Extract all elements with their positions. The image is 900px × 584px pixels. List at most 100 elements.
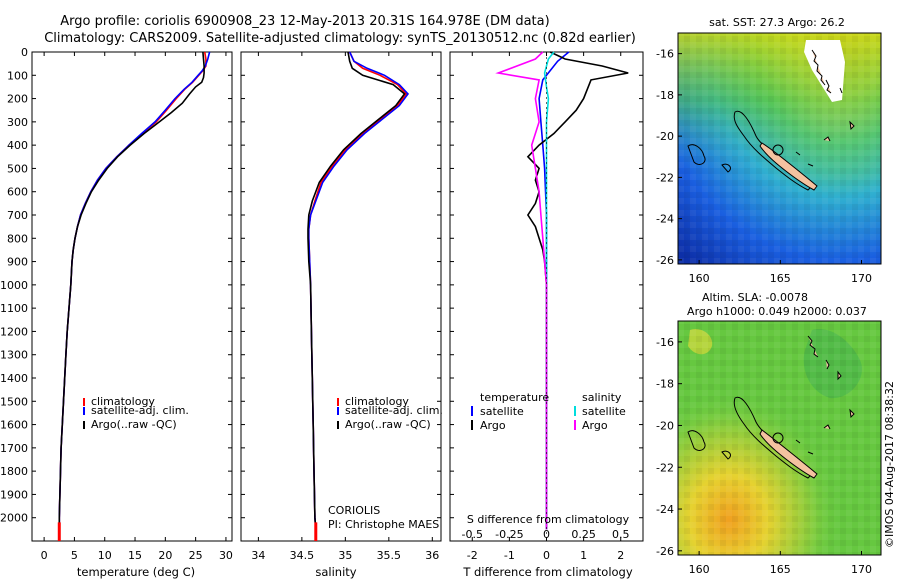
sst-map-frame <box>677 32 882 265</box>
x-tick-label: 34.5 <box>290 549 315 562</box>
depth-tick-label: 400 <box>7 139 28 152</box>
legend-sal-argo: Argo <box>582 419 608 432</box>
temperature-legend: climatology satellite-adj. clim. Argo(..… <box>83 395 189 431</box>
lat-tick-label: -22 <box>656 461 674 474</box>
pi-label: PI: Christophe MAES <box>328 518 439 531</box>
difference-series <box>495 51 629 541</box>
series-line-satellite-adj-clim <box>308 51 410 530</box>
lat-tick-label: -16 <box>656 48 674 61</box>
sla-vanuatu-islands <box>807 335 842 381</box>
depth-tick-label: 800 <box>7 232 28 245</box>
lat-tick-label: -26 <box>656 254 674 267</box>
depth-tick-label: 900 <box>7 256 28 269</box>
salinity-ticks: 34 34.5 35 35.5 36 <box>251 52 439 562</box>
sla-argo-location-marker <box>772 432 784 444</box>
difference-ticks: -2 -1 0 1 2 -0.5 -0.25 0 0.25 0.5 <box>462 52 630 562</box>
difference-legend: temperature satellite Argo salinity sate… <box>471 391 626 432</box>
t-difference-label: T difference from climatology <box>462 565 633 579</box>
sla-map-texture <box>678 321 881 555</box>
lon-tick-label: 170 <box>851 563 872 576</box>
x-tick-label: 36 <box>425 549 439 562</box>
depth-tick-label: 1300 <box>0 349 28 362</box>
lat-tick-label: -26 <box>656 545 674 558</box>
institution-label: CORIOLIS <box>328 504 380 517</box>
salinity-legend: climatology satellite-adj. clim. Argo(..… <box>337 395 443 431</box>
legend-satellite: satellite-adj. clim. <box>91 404 189 417</box>
x-tick-label: 34 <box>251 549 265 562</box>
sla-lon-ticks: 160 165 170 <box>689 551 872 576</box>
x-tick-label: -1 <box>504 549 515 562</box>
sla-title-1: Altim. SLA: -0.0078 <box>702 291 808 304</box>
depth-tick-label: 1100 <box>0 302 28 315</box>
depth-ticks: 0 100 200 300 400 500 600 700 800 900 1000 1100 1200… <box>0 46 232 525</box>
s-diff-tick-label: 0.25 <box>571 528 596 541</box>
depth-tick-label: 0 <box>21 46 28 59</box>
series-line-argo-raw-qc <box>58 51 205 530</box>
sla-map-panel: Altim. SLA: -0.0078 Argo h1000: 0.049 h2… <box>656 291 882 576</box>
lat-tick-label: -24 <box>656 503 674 516</box>
lon-tick-label: 160 <box>689 272 710 285</box>
depth-tick-label: 1600 <box>0 419 28 432</box>
depth-tick-label: 1700 <box>0 442 28 455</box>
legend-climatology: climatology <box>345 395 409 408</box>
lat-tick-label: -24 <box>656 213 674 226</box>
series-line-argo-raw-qc <box>307 51 406 530</box>
depth-tick-label: 500 <box>7 162 28 175</box>
salinity-xlabel: salinity <box>315 565 356 579</box>
salinity-series <box>307 51 410 541</box>
temperature-axes-frame <box>31 51 233 542</box>
sst-argo-location-marker <box>772 144 784 156</box>
x-tick-label: 20 <box>158 549 172 562</box>
series-line-temperature-argo <box>526 51 629 530</box>
temperature-ticks: 0 5 10 15 20 25 30 <box>41 52 233 562</box>
depth-tick-label: 600 <box>7 186 28 199</box>
depth-tick-label: 700 <box>7 209 28 222</box>
lon-tick-label: 170 <box>851 272 872 285</box>
salinity-depth-ticks <box>241 51 441 519</box>
legend-temp-argo: Argo <box>480 419 506 432</box>
x-tick-label: 5 <box>71 549 78 562</box>
depth-tick-label: 1000 <box>0 279 28 292</box>
series-line-climatology <box>308 51 408 530</box>
x-tick-label: 0 <box>41 549 48 562</box>
legend-argo: Argo(..raw -QC) <box>91 418 177 431</box>
lon-tick-label: 165 <box>770 563 791 576</box>
depth-tick-label: 1900 <box>0 488 28 501</box>
series-line-climatology <box>58 51 207 530</box>
x-tick-label: 25 <box>189 549 203 562</box>
x-tick-label: 0 <box>543 549 550 562</box>
temperature-panel: 0100200300400500600700800900100011001200… <box>0 46 233 579</box>
s-diff-tick-label: -0.25 <box>495 528 523 541</box>
sst-map-texture <box>678 33 881 264</box>
s-diff-tick-label: 0.5 <box>612 528 630 541</box>
title-line-2: Climatology: CARS2009. Satellite-adjuste… <box>44 31 636 46</box>
lat-tick-label: -20 <box>656 130 674 143</box>
legend-temp-satellite: satellite <box>480 405 524 418</box>
lon-tick-label: 165 <box>770 272 791 285</box>
sla-loyalty-islands <box>795 408 855 455</box>
legend-satellite: satellite-adj. clim. <box>345 404 443 417</box>
salinity-panel: 34 34.5 35 35.5 36 salinity climatology sate… <box>240 51 443 579</box>
legend-sal-satellite: satellite <box>582 405 626 418</box>
lat-tick-label: -22 <box>656 171 674 184</box>
depth-tick-label: 1400 <box>0 372 28 385</box>
sla-map-frame <box>677 320 882 556</box>
sla-lat-ticks: -16 -18 -20 -22 -24 -26 <box>656 336 682 558</box>
sst-vanuatu-islands <box>811 49 843 94</box>
s-diff-tick-label: -0.5 <box>462 528 483 541</box>
x-tick-label: 35.5 <box>377 549 402 562</box>
depth-tick-label: 1500 <box>0 395 28 408</box>
depth-tick-label: 200 <box>7 93 28 106</box>
legend-temperature-header: temperature <box>480 391 549 404</box>
x-tick-label: 15 <box>128 549 142 562</box>
x-tick-label: 1 <box>580 549 587 562</box>
depth-tick-label: 1800 <box>0 465 28 478</box>
difference-depth-ticks <box>450 51 643 519</box>
temperature-xlabel: temperature (deg C) <box>77 565 195 579</box>
sla-title-2: Argo h1000: 0.049 h2000: 0.037 <box>687 305 867 318</box>
temperature-series <box>57 51 211 541</box>
depth-tick-label: 1200 <box>0 325 28 338</box>
s-diff-tick-label: 0 <box>543 528 550 541</box>
x-tick-label: 35 <box>338 549 352 562</box>
difference-panel: -2 -1 0 1 2 -0.5 -0.25 0 0.25 0.5 S difference fr… <box>449 51 644 579</box>
